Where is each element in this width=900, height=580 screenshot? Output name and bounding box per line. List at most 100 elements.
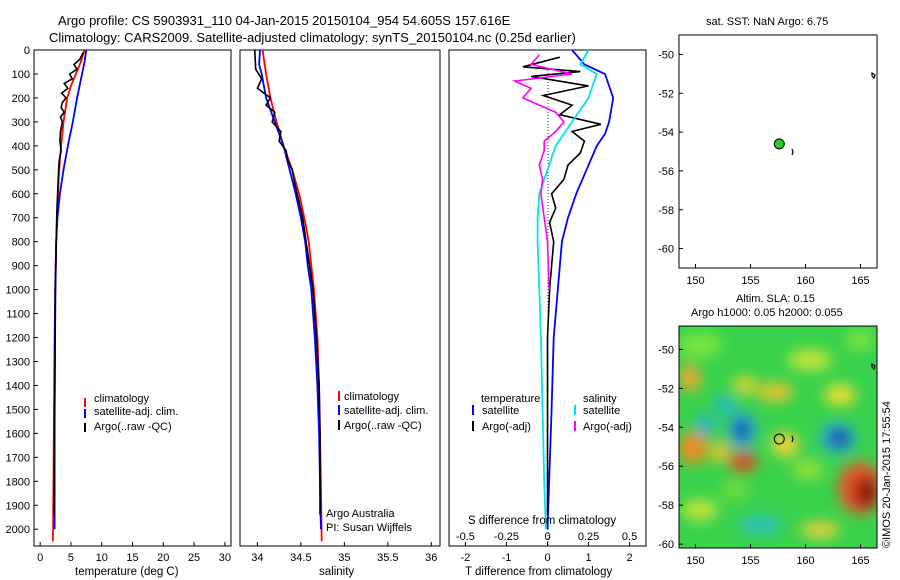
sla-blob bbox=[854, 476, 877, 508]
x-tick-label: -2 bbox=[461, 552, 471, 564]
series-line-satellite bbox=[258, 49, 322, 530]
y-tick-label: -60 bbox=[658, 244, 674, 256]
difference-x-axis: -2 -1 0 1 2 bbox=[461, 542, 633, 564]
x-tick-label: 150 bbox=[686, 275, 704, 287]
y-tick-label: 0 bbox=[24, 45, 30, 57]
y-tick-label: -50 bbox=[658, 49, 674, 61]
y-tick-label: 400 bbox=[12, 141, 30, 153]
s-tick-label: -0.5 bbox=[456, 531, 475, 543]
x-tick-label: 35 bbox=[338, 552, 350, 564]
sla-blob bbox=[721, 482, 749, 498]
sst-map-panel: sat. SST: NaN Argo: 6.75 150 155 160 165 -50… bbox=[658, 16, 878, 287]
figure-title-line2: Climatology: CARS2009. Satellite-adjuste… bbox=[49, 30, 576, 45]
y-tick-label: 1500 bbox=[6, 404, 30, 416]
series-line-s-argo bbox=[511, 54, 573, 290]
x-tick-label: 30 bbox=[219, 552, 231, 564]
x-tick-label: 5 bbox=[68, 552, 74, 564]
x-tick-label: 15 bbox=[126, 552, 138, 564]
y-tick-label: -52 bbox=[658, 383, 674, 395]
sla-blob bbox=[800, 522, 840, 538]
sla-blob bbox=[788, 350, 832, 370]
coastline-fragment bbox=[791, 362, 876, 443]
s-tick-label: 0.25 bbox=[578, 531, 599, 543]
x-tick-label: -1 bbox=[502, 552, 512, 564]
x-tick-label: 36 bbox=[425, 552, 437, 564]
y-tick-label: -56 bbox=[658, 461, 674, 473]
x-tick-label: 155 bbox=[741, 555, 759, 567]
sla-blob bbox=[729, 452, 757, 472]
y-tick-label: 1000 bbox=[6, 285, 30, 297]
salinity-lines bbox=[254, 49, 323, 542]
legend-label: Argo(..raw -QC) bbox=[344, 420, 422, 432]
x-tick-label: 10 bbox=[96, 552, 108, 564]
sst-map-title: sat. SST: NaN Argo: 6.75 bbox=[706, 16, 828, 28]
depth-axis: 0 100 200 300 400 500 600 700 800 900 1000 1100 1200… bbox=[6, 45, 38, 536]
series-line-argo bbox=[254, 49, 321, 515]
y-tick-label: 1700 bbox=[6, 452, 30, 464]
series-line-t-argo bbox=[522, 56, 602, 515]
legend-label: climatology bbox=[94, 393, 150, 405]
temperature-panel: 0100200300400500600700800900100011001200… bbox=[6, 45, 232, 578]
series-line-satellite bbox=[53, 49, 88, 530]
y-tick-label: 600 bbox=[12, 189, 30, 201]
y-tick-label: 1400 bbox=[6, 380, 30, 392]
salinity-difference-tick-labels: -0.5 -0.25 0 0.25 0.5 bbox=[456, 531, 637, 543]
y-tick-label: 900 bbox=[12, 261, 30, 273]
temperature-lines bbox=[51, 49, 88, 542]
credit-text: ©IMOS 20-Jan-2015 17:55:54 bbox=[881, 401, 893, 548]
difference-xlabel: T difference from climatology bbox=[465, 566, 612, 578]
legend-label: satellite bbox=[482, 405, 519, 417]
y-tick-label: -50 bbox=[658, 344, 674, 356]
sst-map-ticks: 150 155 160 165 -50 -52 -54 -56 -58 -60 bbox=[658, 49, 870, 287]
x-tick-label: 165 bbox=[851, 555, 869, 567]
legend-label: satellite bbox=[583, 405, 620, 417]
sla-blob bbox=[846, 330, 874, 350]
sla-blob bbox=[680, 364, 700, 392]
y-tick-label: 1900 bbox=[6, 500, 30, 512]
sla-blob bbox=[679, 432, 707, 464]
sla-blob bbox=[695, 415, 715, 435]
argo-float-marker bbox=[773, 433, 785, 445]
difference-legend: temperature salinity satellite Argo(-adj… bbox=[472, 393, 632, 433]
sla-blob bbox=[738, 516, 782, 534]
sla-blob bbox=[710, 442, 730, 462]
salinity-annotation-line1: Argo Australia bbox=[326, 508, 395, 520]
legend-label: climatology bbox=[344, 391, 400, 403]
legend-header-temperature: temperature bbox=[481, 393, 540, 405]
y-tick-label: 800 bbox=[12, 237, 30, 249]
y-tick-label: 700 bbox=[12, 213, 30, 225]
sla-blob bbox=[679, 333, 722, 357]
series-line-climatology bbox=[51, 49, 86, 542]
x-tick-label: 155 bbox=[741, 275, 759, 287]
sla-field bbox=[679, 330, 877, 538]
y-tick-label: 1200 bbox=[6, 333, 30, 345]
x-tick-label: 34.5 bbox=[290, 552, 311, 564]
salinity-axes bbox=[239, 49, 441, 547]
difference-xlabel-salinity: S difference from climatology bbox=[468, 515, 616, 527]
sla-blob bbox=[735, 419, 749, 441]
x-tick-label: 2 bbox=[627, 552, 633, 564]
difference-panel: -2 -1 0 1 2 T difference from climatology S … bbox=[448, 49, 647, 578]
x-tick-label: 20 bbox=[157, 552, 169, 564]
y-tick-label: 200 bbox=[12, 93, 30, 105]
sla-map-title-line2: Argo h1000: 0.05 h2000: 0.055 bbox=[691, 307, 843, 319]
y-tick-label: -52 bbox=[658, 88, 674, 100]
legend-label: Argo(-adj) bbox=[482, 421, 531, 433]
y-tick-label: 2000 bbox=[6, 524, 30, 536]
salinity-panel: 34 34.5 35 35.5 36 salinity climatology sate… bbox=[239, 49, 441, 578]
y-tick-label: 100 bbox=[12, 69, 30, 81]
y-tick-label: 1600 bbox=[6, 428, 30, 440]
salinity-xlabel: salinity bbox=[319, 566, 354, 578]
y-tick-label: 1100 bbox=[6, 309, 30, 321]
x-tick-label: 25 bbox=[188, 552, 200, 564]
difference-lines bbox=[511, 49, 615, 530]
sla-blob bbox=[733, 377, 757, 393]
argo-float-marker bbox=[773, 138, 785, 150]
sla-blob bbox=[682, 500, 718, 520]
s-tick-label: -0.25 bbox=[494, 531, 519, 543]
sla-blob bbox=[824, 385, 856, 405]
x-tick-label: 34 bbox=[251, 552, 263, 564]
sla-map-axes bbox=[678, 325, 878, 549]
sla-blob bbox=[757, 383, 793, 401]
series-line-t-satellite bbox=[546, 49, 615, 530]
